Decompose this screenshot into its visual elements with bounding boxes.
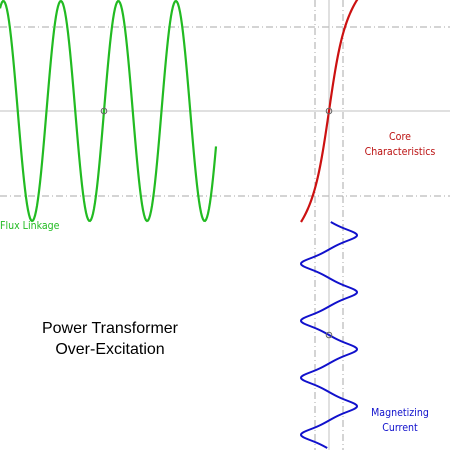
mag-label-line2: Current [382,421,418,434]
title-line1: Power Transformer [41,320,179,337]
magnetizing-current-label: Magnetizing Current [366,405,435,435]
diagram-title: Power Transformer Over-Excitation [10,318,210,360]
core-characteristics-label: Core Characteristics [360,129,441,159]
current-zero-marker [325,331,333,339]
flux-linkage-label: Flux Linkage [0,219,60,232]
flux-zero-marker [100,107,108,115]
core-label-line1: Core [389,130,411,143]
magnetizing-current-waveform [300,221,358,449]
core-label-line2: Characteristics [364,145,436,158]
title-line2: Over-Excitation [55,341,165,358]
flux-linkage-waveform [0,0,218,223]
core-characteristic-curve [300,0,359,223]
core-origin-marker [325,107,333,115]
mag-label-line1: Magnetizing [371,406,429,419]
